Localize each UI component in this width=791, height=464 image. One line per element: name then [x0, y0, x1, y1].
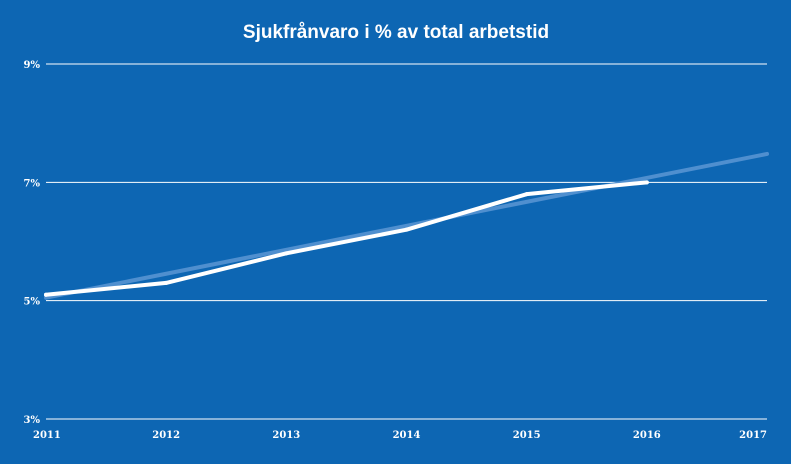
x-tick-label: 2016 — [633, 430, 661, 441]
y-axis-labels: 3% 5% 7% 9% — [24, 60, 41, 426]
x-tick-label: 2013 — [272, 430, 300, 441]
x-axis-labels: 2011 2012 2013 2014 2015 2016 2017 — [33, 430, 767, 441]
trendline — [44, 151, 769, 300]
y-tick-label: 5% — [24, 297, 41, 308]
trendline-layer — [44, 151, 769, 300]
data-point — [404, 227, 409, 232]
series-line-0 — [44, 180, 649, 297]
data-point — [284, 251, 289, 256]
x-tick-label: 2015 — [513, 430, 541, 441]
data-point — [164, 280, 169, 285]
y-tick-label: 9% — [24, 60, 41, 71]
y-tick-label: 7% — [24, 178, 41, 189]
data-point — [524, 192, 529, 197]
x-tick-label: 2017 — [739, 430, 767, 441]
data-point — [644, 180, 649, 185]
chart-title: Sjukfrånvaro i % av total arbetstid — [243, 22, 549, 43]
x-tick-label: 2011 — [33, 430, 61, 441]
series-layer — [44, 180, 649, 297]
data-point — [44, 292, 48, 297]
y-tick-label: 3% — [24, 415, 41, 426]
gridlines — [46, 63, 767, 420]
x-tick-label: 2014 — [393, 430, 421, 441]
x-tick-label: 2012 — [152, 430, 180, 441]
